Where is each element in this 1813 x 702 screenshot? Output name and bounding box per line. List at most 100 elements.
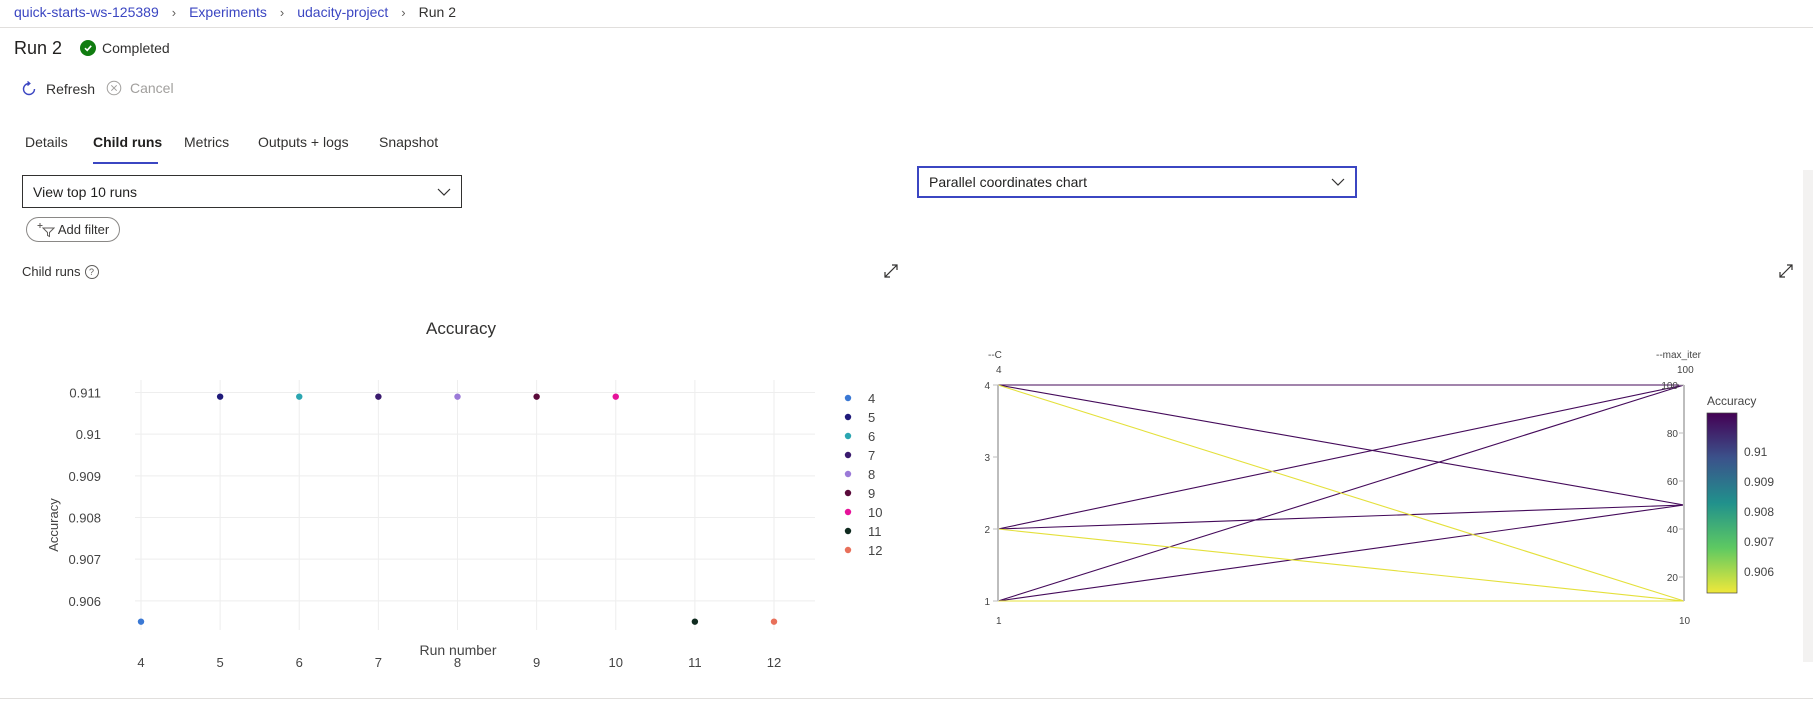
y-tick-label: 0.908	[68, 511, 101, 526]
x-tick-label: 6	[296, 655, 303, 670]
legend-marker	[844, 451, 852, 459]
y-tick-label: 0.906	[68, 594, 101, 609]
chevron-right-icon: ›	[279, 4, 285, 20]
data-point[interactable]	[770, 618, 778, 625]
legend-marker	[844, 470, 852, 478]
colorbar-tick-label: 0.91	[1744, 445, 1768, 459]
child-runs-heading: Child runs ?	[22, 264, 99, 279]
legend-label[interactable]: 11	[868, 524, 882, 539]
data-point[interactable]	[137, 618, 145, 625]
y-tick-label: 0.907	[68, 552, 101, 567]
legend-marker	[844, 527, 852, 535]
refresh-icon	[22, 80, 36, 96]
legend-label[interactable]: 9	[868, 486, 875, 501]
expand-chart-icon[interactable]	[1778, 263, 1794, 279]
parallel-coordinates-chart: --C --max_iter 4 1 100 10 1 2 3 4 20 40 60 80 100 Accur…	[984, 350, 1774, 627]
axis-tick-label: 1	[984, 597, 990, 608]
parallel-line[interactable]	[997, 504, 1685, 602]
tab-outputs-logs[interactable]: Outputs + logs	[258, 134, 349, 150]
legend-marker	[844, 546, 852, 554]
y-tick-label: 0.909	[68, 469, 101, 484]
x-tick-label: 4	[137, 655, 144, 670]
legend-marker	[844, 508, 852, 516]
axis-min-label: 10	[1679, 616, 1691, 627]
data-point[interactable]	[375, 393, 382, 400]
add-filter-button[interactable]: Add filter	[26, 217, 120, 242]
axis-tick-label: 80	[1667, 429, 1679, 440]
refresh-label: Refresh	[46, 81, 96, 97]
x-tick-label: 12	[767, 655, 781, 670]
breadcrumb-workspace[interactable]: quick-starts-ws-125389	[14, 4, 159, 20]
run-filter-value: View top 10 runs	[33, 183, 138, 200]
axis-min-label: 1	[996, 616, 1002, 627]
legend-marker	[844, 394, 852, 402]
colorbar-tick-label: 0.909	[1744, 475, 1774, 489]
axis-title: --max_iter	[1656, 350, 1702, 361]
parallel-line[interactable]	[997, 384, 1685, 506]
legend-label[interactable]: 7	[868, 448, 875, 463]
parallel-line[interactable]	[997, 504, 1685, 530]
chevron-down-icon	[1331, 178, 1345, 186]
axis-tick-label: 100	[1661, 381, 1678, 392]
colorbar-tick-label: 0.906	[1744, 565, 1774, 579]
help-icon[interactable]: ?	[84, 264, 99, 279]
data-point[interactable]	[296, 393, 303, 400]
accuracy-scatter-chart: Accuracy 4 5 6 7 8 9 10 11 12 0.906 0.907 0.908 0.909…	[46, 319, 882, 670]
legend-label[interactable]: 12	[868, 543, 882, 558]
x-tick-label: 8	[454, 655, 461, 670]
data-point[interactable]	[454, 393, 461, 400]
legend-marker	[844, 489, 852, 497]
legend-label[interactable]: 6	[868, 429, 875, 444]
tab-child-runs[interactable]: Child runs	[93, 134, 163, 150]
tab-metrics[interactable]: Metrics	[184, 134, 230, 150]
x-tick-label: 11	[688, 655, 702, 670]
data-point[interactable]	[533, 393, 540, 400]
page-scrollbar[interactable]	[1803, 170, 1813, 662]
cancel-circle-icon	[106, 80, 122, 96]
y-tick-label: 0.911	[69, 386, 101, 401]
parallel-line[interactable]	[997, 384, 1685, 602]
data-point[interactable]	[216, 393, 224, 400]
colorbar-tick-label: 0.908	[1744, 505, 1774, 519]
x-tick-label: 5	[217, 655, 224, 670]
y-tick-label: 0.91	[76, 427, 101, 442]
tab-snapshot[interactable]: Snapshot	[379, 134, 439, 150]
chevron-right-icon: ›	[401, 4, 406, 20]
parallel-line[interactable]	[997, 384, 1685, 530]
refresh-button[interactable]: Refresh	[20, 80, 95, 98]
chart-type-dropdown[interactable]: Parallel coordinates chart	[917, 166, 1357, 198]
legend-label[interactable]: 8	[868, 467, 875, 482]
run-filter-dropdown[interactable]: View top 10 runs	[22, 175, 462, 208]
active-tab-indicator	[93, 162, 158, 164]
axis-tick-label: 40	[1667, 525, 1679, 536]
data-point[interactable]	[612, 393, 619, 400]
header-divider	[0, 27, 1813, 28]
colorbar-tick-label: 0.907	[1744, 535, 1774, 549]
chart-type-value: Parallel coordinates chart	[929, 174, 1087, 190]
colorbar	[1706, 412, 1738, 594]
expand-chart-icon[interactable]	[883, 263, 899, 279]
breadcrumb-project[interactable]: udacity-project	[297, 4, 389, 20]
legend-marker	[844, 432, 852, 440]
child-runs-label: Child runs	[22, 264, 81, 279]
data-point[interactable]	[691, 618, 699, 625]
parallel-line[interactable]	[997, 528, 1685, 602]
chart-title: Accuracy	[426, 319, 496, 338]
legend-label[interactable]: 5	[868, 410, 875, 425]
cancel-label: Cancel	[130, 80, 174, 96]
x-tick-label: 10	[609, 655, 623, 670]
legend-label[interactable]: 4	[868, 391, 875, 406]
breadcrumb: quick-starts-ws-125389 › Experiments › u…	[14, 0, 456, 24]
axis-max-label: 4	[996, 365, 1002, 376]
axis-tick-label: 60	[1667, 477, 1679, 488]
breadcrumb-current: Run 2	[418, 4, 456, 20]
chevron-down-icon	[437, 188, 451, 196]
tab-details[interactable]: Details	[25, 134, 68, 150]
page-title: Run 2	[14, 38, 63, 58]
cancel-button[interactable]: Cancel	[106, 80, 174, 96]
legend-label[interactable]: 10	[868, 505, 882, 520]
chevron-right-icon: ›	[171, 4, 177, 20]
breadcrumb-experiments[interactable]: Experiments	[189, 4, 267, 20]
add-filter-label: Add filter	[57, 222, 110, 237]
axis-tick-label: 20	[1667, 573, 1679, 584]
